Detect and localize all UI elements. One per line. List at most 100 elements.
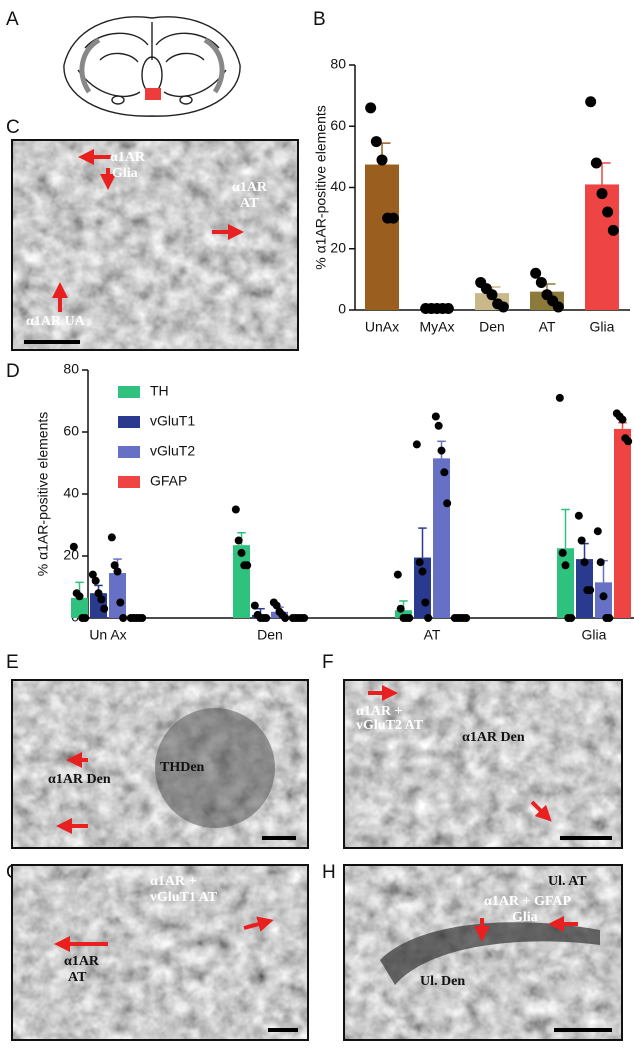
data-point [234,536,243,545]
data-point [561,561,570,570]
y-tick-label: 80 [330,56,346,72]
bar [614,428,631,618]
micrograph [343,864,623,1041]
panel-label: D [6,361,20,382]
annotation: α1AR [64,954,100,969]
data-point [599,592,608,601]
data-point [387,212,399,224]
data-point [624,437,633,446]
region-marker [145,88,161,100]
legend-label: TH [150,383,169,399]
y-tick-label: 80 [63,361,79,377]
data-point [602,206,614,218]
data-point [243,561,252,570]
panel-label: C [6,117,20,138]
micrograph [11,139,299,351]
data-point [431,412,440,421]
data-point [88,570,97,579]
data-point [421,598,430,607]
data-point [393,570,402,579]
x-tick-label: UnAx [365,319,399,335]
data-point [365,102,377,114]
data-point [596,188,608,200]
micrograph [343,679,623,849]
data-point [376,154,388,166]
data-point [486,289,498,301]
data-point [577,536,586,545]
data-point [97,595,106,604]
annotation: α1AR + GFAP [484,894,572,909]
data-point [418,567,427,576]
x-tick-label: Glia [590,319,615,335]
x-tick-label: Den [479,319,505,335]
data-point [440,468,449,477]
panel-label: B [313,9,326,30]
data-point [75,592,84,601]
data-point [605,614,614,622]
bar [71,597,88,618]
data-point [585,96,597,108]
y-tick-label: 60 [63,423,79,439]
data-point [552,301,564,313]
annotation: Ul. AT [548,874,587,889]
annotation: α1AR Den [462,730,525,745]
data-point [593,527,602,536]
y-tick-label: 0 [338,301,346,317]
legend-label: GFAP [150,473,187,489]
x-tick-label: Un Ax [89,627,126,643]
y-tick-label: 40 [330,178,346,194]
micrograph [11,864,309,1041]
legend-swatch [118,446,140,458]
data-point [138,614,147,622]
annotation: α1AR + [356,704,403,719]
y-axis-label: % α1AR-positive elements [313,105,329,270]
data-point [555,393,564,402]
annotation: AT [68,970,87,985]
data-point [607,224,619,236]
annotation: α1AR Den [48,772,111,787]
data-point [596,558,605,567]
annotation: THDen [160,760,205,775]
annotation: AT [240,196,259,211]
legend-swatch [118,416,140,428]
data-point [586,586,595,595]
data-point [412,440,421,449]
data-point [558,548,567,557]
data-point [530,267,542,279]
legend-swatch [118,476,140,488]
micrograph [11,679,309,849]
data-point [415,558,424,567]
data-point [618,415,627,424]
data-point [250,601,259,610]
annotation: α1AR UA [26,314,86,329]
x-tick-label: Den [257,627,283,643]
data-point [107,533,116,542]
panel-label: A [6,9,19,30]
data-point [113,567,122,576]
data-point [497,301,509,313]
data-point [119,614,128,622]
panel-label: E [6,652,19,673]
annotation: vGluT1 AT [150,890,218,905]
x-tick-label: AT [539,319,556,335]
data-point [462,614,471,622]
data-point [370,136,382,148]
data-point [442,302,454,314]
data-point [91,576,100,585]
annotation: α1AR [232,180,268,195]
bar [365,164,399,310]
panel-label: H [322,862,336,883]
data-point [405,614,414,622]
panel-label: F [322,652,334,673]
data-point [116,598,125,607]
data-point [580,558,589,567]
data-point [110,561,119,570]
x-tick-label: AT [424,627,441,643]
data-point [81,614,90,622]
bar [433,458,450,618]
annotation: Glia [112,166,138,181]
data-point [434,421,443,430]
data-point [262,614,271,622]
x-tick-label: MyAx [420,319,455,335]
